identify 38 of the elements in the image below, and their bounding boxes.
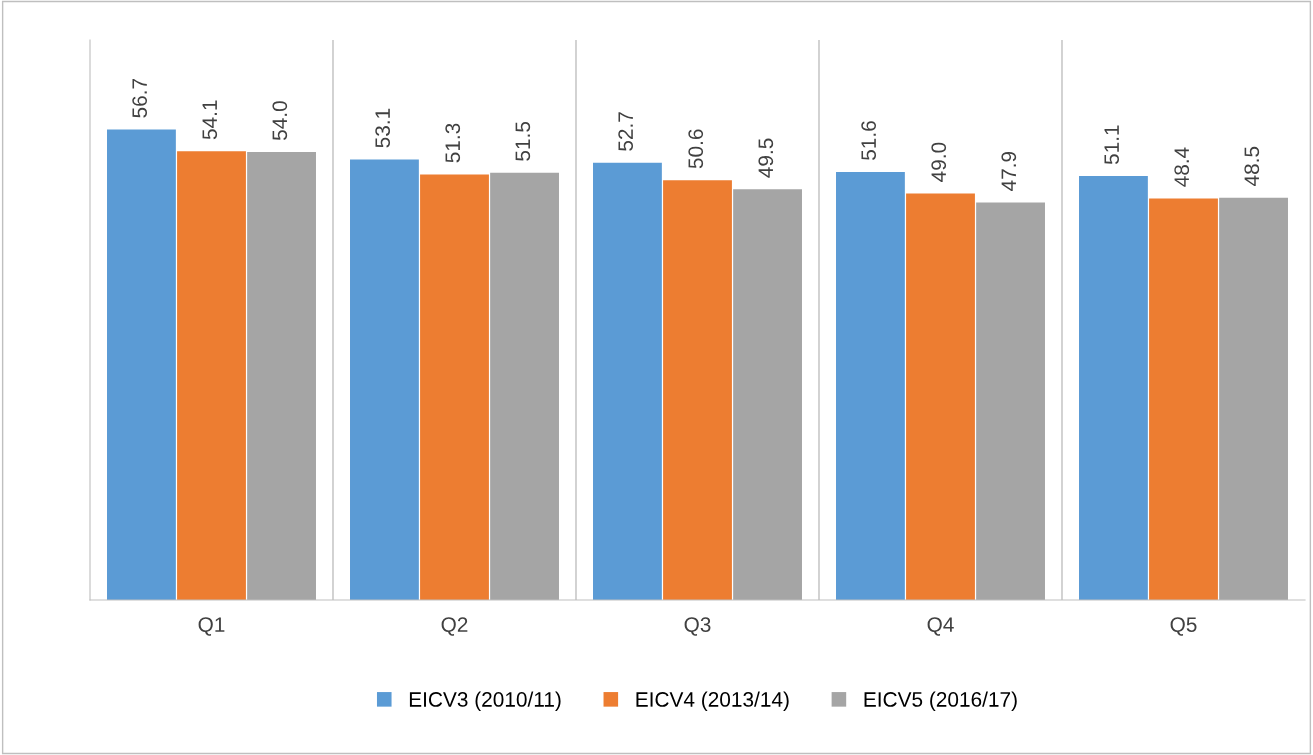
bar [593,162,662,600]
x-tick-label: Q1 [198,617,225,636]
data-label: 54.1 [202,100,218,140]
data-label: 52.7 [618,112,634,151]
data-label: 51.3 [445,123,461,163]
data-label: 51.5 [515,121,531,161]
data-label: 51.6 [861,121,877,160]
bar [350,159,419,600]
bar [107,129,176,600]
data-label: 47.9 [1001,151,1017,192]
bar [177,151,246,600]
x-tick-label: Q2 [441,617,468,636]
data-label: 56.7 [132,78,148,118]
data-label: 49.0 [931,142,947,182]
bar [976,202,1045,600]
legend-label: EICV3 (2010/11) [409,691,561,711]
bar [836,171,905,600]
x-tick-label: Q3 [684,617,711,636]
legend-label: EICV5 (2016/17) [864,691,1017,711]
data-label: 48.4 [1174,147,1190,187]
data-label: 53.1 [375,108,391,148]
data-label: 50.6 [688,129,704,169]
data-label: 51.1 [1104,125,1120,165]
bar [490,172,559,600]
x-tick-label: Q5 [1170,617,1197,636]
bar [247,152,316,600]
data-label: 54.0 [272,101,288,141]
bar [906,193,975,600]
data-label: 49.5 [758,138,774,178]
x-tick-label: Q4 [927,617,954,636]
bar [1079,176,1148,600]
legend-label: EICV4 (2013/14) [636,691,789,711]
bar [1219,197,1288,600]
bar [1149,198,1218,600]
bar [733,189,802,600]
bar [420,174,489,600]
data-label: 48.5 [1244,146,1260,187]
bar [663,180,732,600]
